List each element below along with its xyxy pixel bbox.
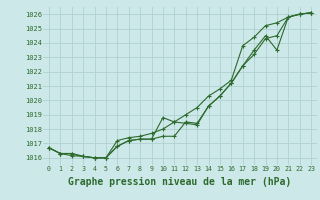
- X-axis label: Graphe pression niveau de la mer (hPa): Graphe pression niveau de la mer (hPa): [68, 177, 292, 187]
